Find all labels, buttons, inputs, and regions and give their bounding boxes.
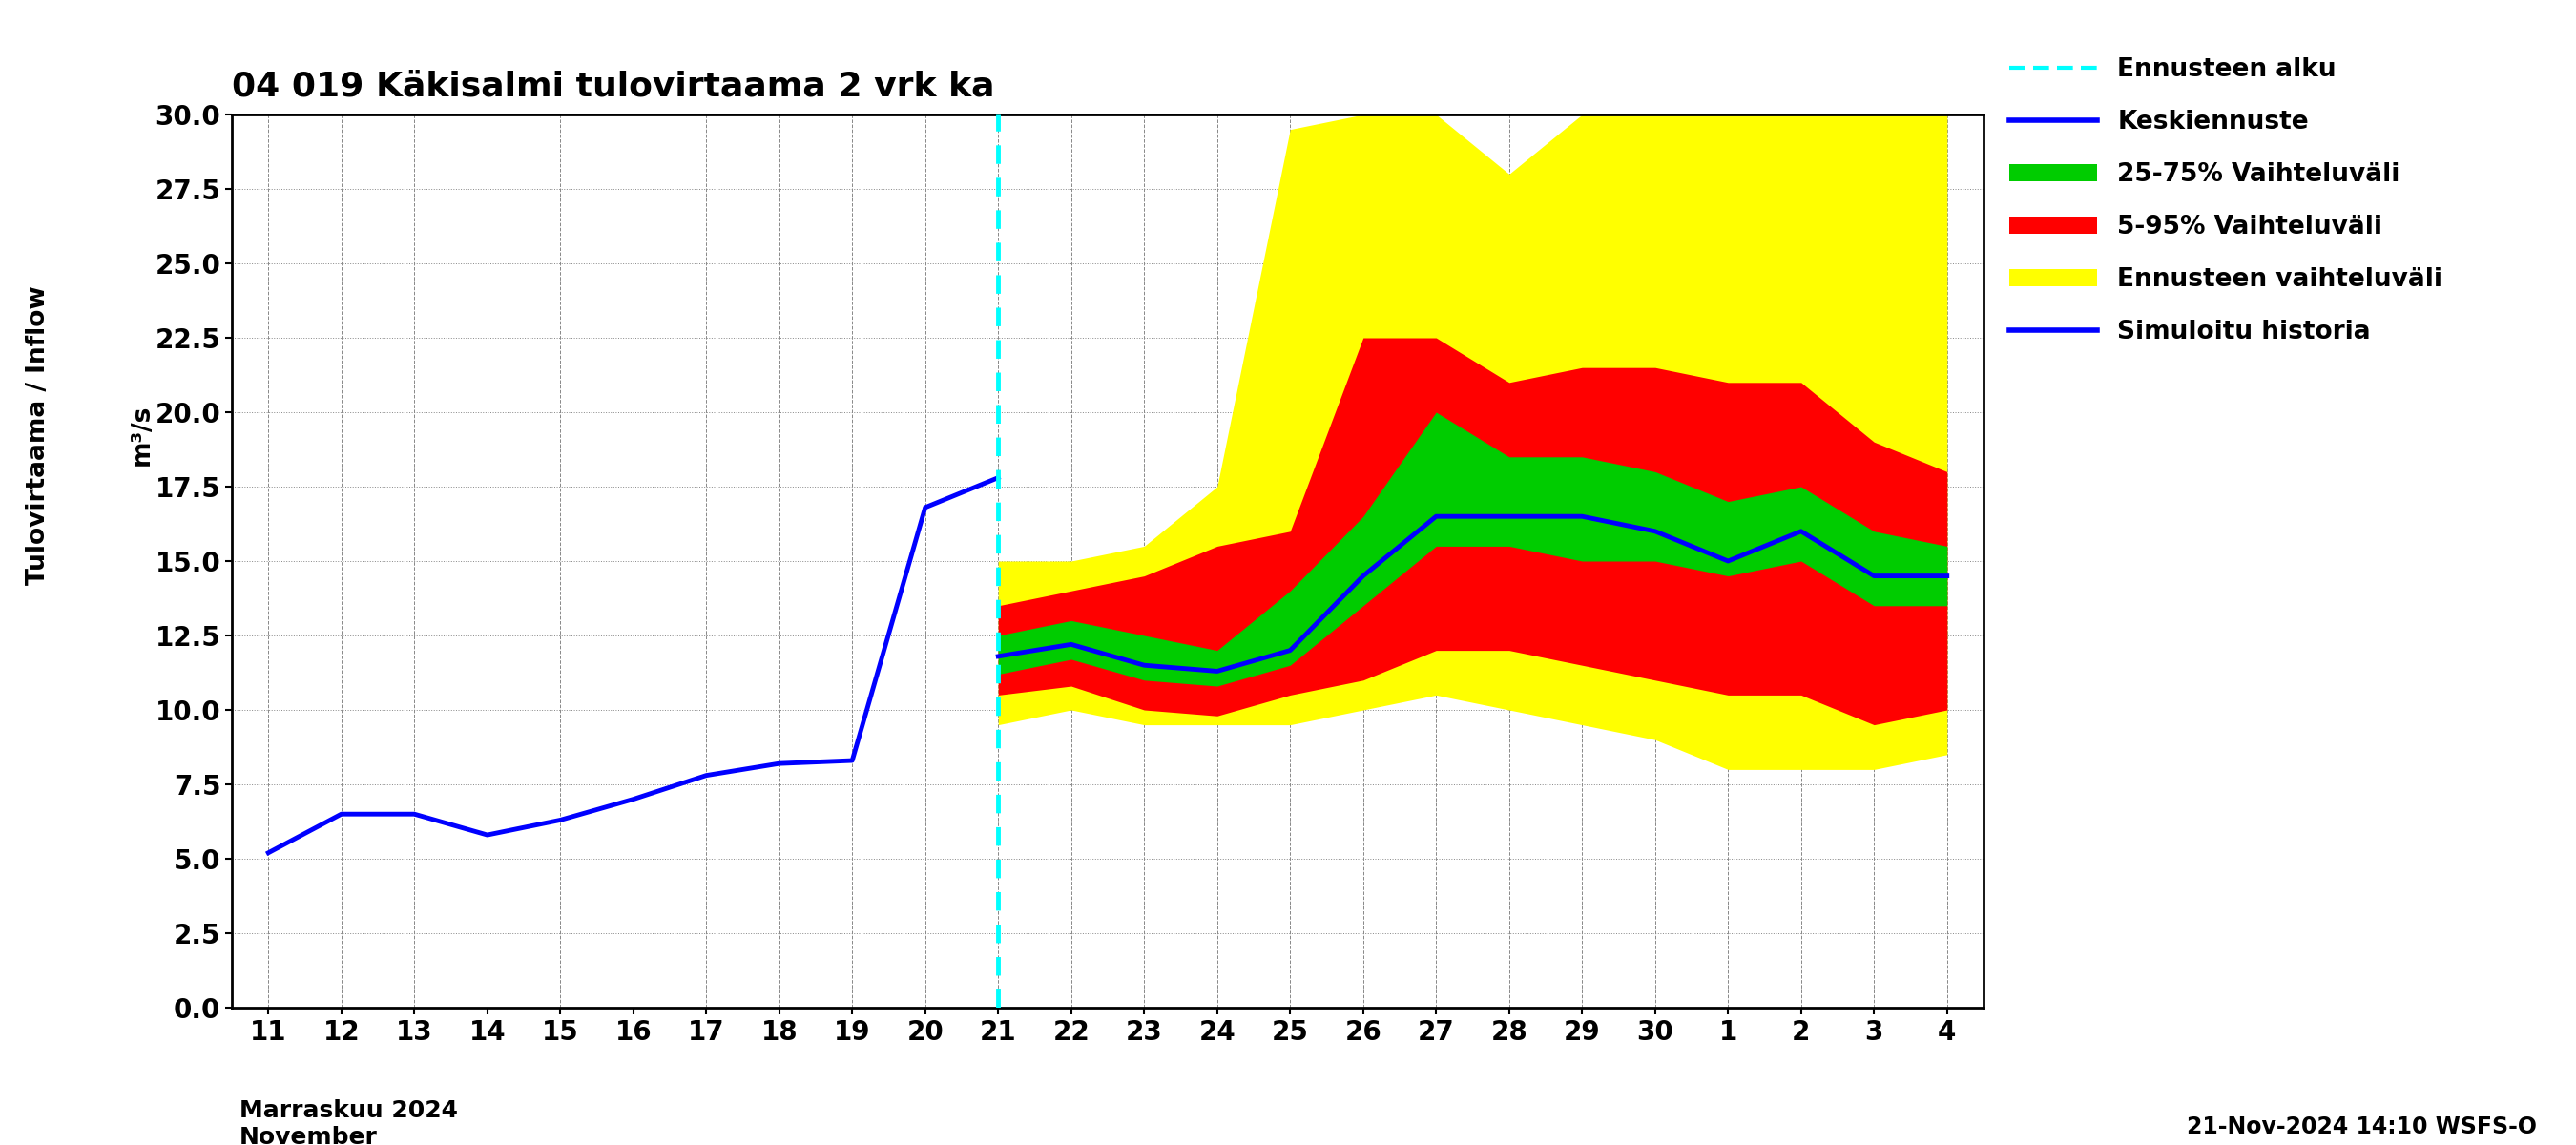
Text: Marraskuu 2024
November: Marraskuu 2024 November xyxy=(240,1099,459,1145)
Text: 04 019 Käkisalmi tulovirtaama 2 vrk ka: 04 019 Käkisalmi tulovirtaama 2 vrk ka xyxy=(232,70,994,103)
Text: 21-Nov-2024 14:10 WSFS-O: 21-Nov-2024 14:10 WSFS-O xyxy=(2187,1115,2537,1138)
Legend: Ennusteen alku, Keskiennuste, 25-75% Vaihteluväli, 5-95% Vaihteluväli, Ennusteen: Ennusteen alku, Keskiennuste, 25-75% Vai… xyxy=(2009,57,2442,345)
Text: m³/s: m³/s xyxy=(129,404,155,466)
Text: Tulovirtaama / Inflow: Tulovirtaama / Inflow xyxy=(26,285,52,585)
